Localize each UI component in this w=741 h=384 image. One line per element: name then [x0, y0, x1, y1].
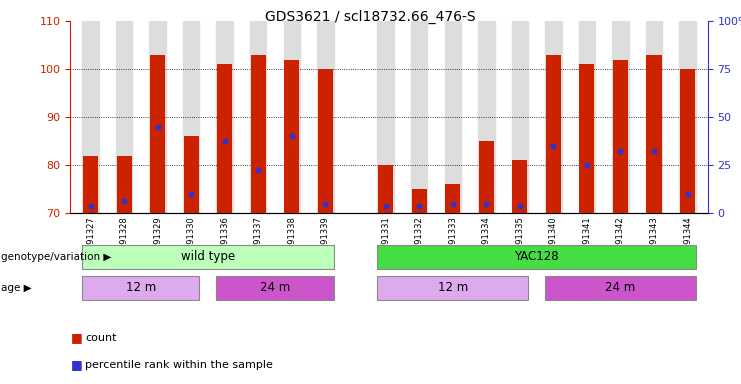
Text: ■: ■ [70, 331, 82, 344]
Bar [579, 64, 594, 213]
Bar [377, 276, 528, 300]
Text: YAC128: YAC128 [514, 250, 559, 263]
Text: count: count [85, 333, 117, 343]
Bar [317, 21, 333, 213]
Text: GDS3621 / scl18732.66_476-S: GDS3621 / scl18732.66_476-S [265, 10, 476, 24]
Text: 12 m: 12 m [438, 281, 468, 294]
Bar [82, 245, 333, 270]
Bar [445, 21, 461, 213]
Bar [216, 21, 233, 213]
Bar [646, 55, 662, 213]
Text: ■: ■ [70, 358, 82, 371]
Bar [680, 69, 695, 213]
Text: percentile rank within the sample: percentile rank within the sample [85, 360, 273, 370]
Bar [613, 60, 628, 213]
Text: age ▶: age ▶ [1, 283, 31, 293]
Bar [378, 165, 393, 213]
Bar [511, 21, 528, 213]
Bar [83, 156, 98, 213]
Bar [445, 184, 460, 213]
Bar [546, 55, 561, 213]
Bar [478, 21, 494, 213]
Bar [377, 21, 394, 213]
Bar [479, 141, 494, 213]
Text: 12 m: 12 m [126, 281, 156, 294]
Text: genotype/variation ▶: genotype/variation ▶ [1, 252, 111, 262]
Bar [285, 60, 299, 213]
Bar [82, 276, 199, 300]
Bar [318, 69, 333, 213]
Bar [150, 55, 165, 213]
Bar [116, 156, 132, 213]
Bar [545, 276, 696, 300]
Bar [545, 21, 562, 213]
Bar [612, 21, 628, 213]
Text: wild type: wild type [181, 250, 235, 263]
Bar [183, 21, 199, 213]
Bar [150, 21, 166, 213]
Bar [411, 21, 428, 213]
Bar [250, 55, 266, 213]
Bar [284, 21, 300, 213]
Bar [412, 189, 427, 213]
Bar [82, 21, 99, 213]
Bar [184, 136, 199, 213]
Bar [377, 245, 696, 270]
Bar [217, 64, 232, 213]
Bar [216, 276, 333, 300]
Text: 24 m: 24 m [605, 281, 636, 294]
Bar [116, 21, 133, 213]
Bar [250, 21, 267, 213]
Bar [579, 21, 595, 213]
Bar [679, 21, 696, 213]
Bar [512, 160, 528, 213]
Text: 24 m: 24 m [260, 281, 290, 294]
Bar [645, 21, 662, 213]
